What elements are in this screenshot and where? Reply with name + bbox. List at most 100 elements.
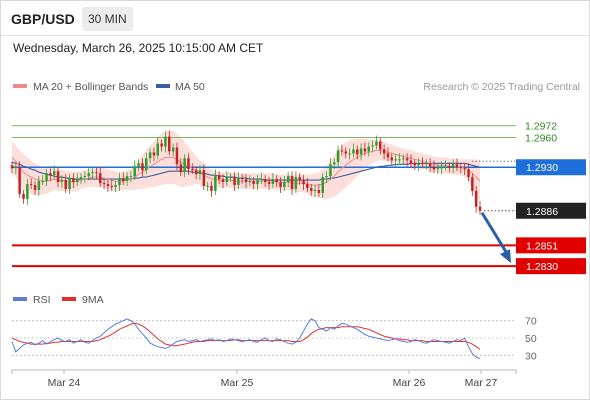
timeframe-badge[interactable]: 30 MIN [82, 7, 133, 31]
last-price-label: 1.2886 [526, 206, 558, 218]
candle-body [252, 181, 255, 185]
resistance-label: 1.2960 [525, 133, 557, 145]
candle-body [91, 172, 94, 174]
ma20-legend-swatch [13, 84, 27, 88]
candle-body [129, 176, 133, 178]
candle-body [271, 179, 275, 184]
candle-body [179, 164, 183, 173]
candle-body [76, 179, 79, 183]
candle-body [402, 158, 405, 160]
candle-body [448, 166, 451, 168]
candle-body [41, 181, 44, 183]
candle-body [191, 169, 194, 171]
candle-body [22, 193, 25, 199]
candle-body [202, 170, 206, 186]
candle-body [141, 163, 144, 171]
candle-body [133, 166, 136, 177]
candle-body [306, 184, 309, 189]
candle-body [175, 147, 179, 165]
candle-body [248, 181, 252, 183]
candle-body [275, 179, 278, 183]
candle-body [53, 171, 56, 176]
support-tag [516, 258, 586, 275]
support-label: 1.2830 [526, 261, 558, 273]
candle-body [49, 173, 52, 176]
candle-body [221, 179, 225, 183]
candle-body [10, 165, 14, 169]
rsi-tick-label: 30 [525, 350, 537, 362]
candle-body [244, 179, 248, 183]
candle-body [413, 163, 417, 166]
candle-body [87, 173, 90, 177]
rsi-ma-line [11, 322, 481, 350]
candle-body [64, 180, 67, 189]
candle-body [283, 182, 286, 187]
candle-body [398, 159, 401, 161]
candle-body [99, 173, 102, 184]
candle-body [436, 168, 440, 170]
x-tick-label: Mar 25 [221, 377, 254, 389]
candle-body [425, 163, 428, 165]
x-tick-label: Mar 24 [48, 377, 81, 389]
header-divider [0, 35, 590, 36]
support-label: 1.2851 [526, 240, 558, 252]
candle-body [164, 136, 167, 147]
candle-body [122, 178, 125, 182]
rsi-legend-swatch [13, 297, 27, 301]
candle-body [95, 172, 98, 174]
candle-body [363, 148, 367, 152]
resistance-label: 1.2972 [525, 121, 557, 133]
candle-body [118, 178, 121, 185]
candle-body [428, 163, 432, 167]
candle-body [375, 141, 378, 146]
candle-body [26, 184, 29, 199]
candle-body [321, 177, 324, 193]
candle-body [79, 177, 83, 180]
candle-body [214, 175, 217, 191]
candle-body [421, 163, 424, 165]
candle-body [206, 186, 209, 187]
support-tag [516, 237, 586, 254]
candle-body [233, 177, 236, 185]
ma50-legend-swatch [156, 84, 170, 88]
candle-body [60, 180, 64, 183]
candle-body [237, 178, 240, 185]
candle-body [290, 176, 294, 189]
rsi-ma-legend-swatch [62, 297, 76, 301]
candle-body [160, 143, 163, 147]
candle-body [194, 170, 198, 175]
candle-body [329, 164, 332, 177]
candle-body [156, 143, 159, 156]
rsi-line [11, 318, 481, 360]
candle-body [72, 178, 75, 183]
candle-body [68, 178, 71, 189]
candle-body [210, 186, 213, 191]
candle-body [356, 149, 359, 155]
candle-body [287, 176, 290, 182]
candle-body [171, 147, 175, 152]
candle-body [367, 146, 370, 152]
candle-body [333, 162, 336, 165]
candle-body [298, 177, 301, 181]
candle-body [382, 149, 386, 154]
candle-body [463, 168, 466, 170]
candle-body [444, 166, 447, 168]
candle-body [152, 152, 156, 156]
candle-body [336, 150, 340, 163]
candle-body [110, 186, 113, 187]
candle-body [459, 167, 463, 169]
candle-body [294, 177, 298, 189]
candle-body [313, 190, 317, 191]
candle-body [348, 153, 351, 155]
candle-body [371, 145, 374, 147]
candle-body [455, 164, 459, 168]
candle-body [187, 158, 190, 170]
candle-body [386, 153, 390, 158]
candle-body [302, 180, 305, 185]
candle-body [263, 179, 267, 183]
candle-body [183, 158, 186, 173]
candle-body [102, 183, 106, 185]
bollinger-band [12, 130, 480, 202]
rsi-pane: 70 50 30 [11, 316, 537, 362]
